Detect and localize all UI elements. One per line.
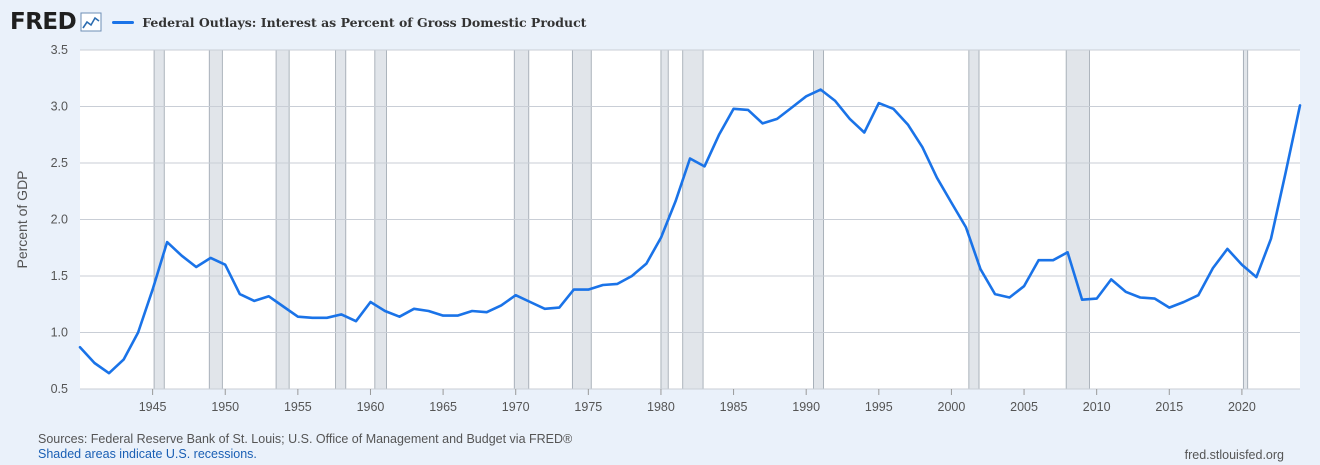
- y-tick-label: 1.0: [51, 326, 68, 340]
- y-tick-label: 2.0: [51, 213, 68, 227]
- y-tick-label: 0.5: [51, 382, 68, 396]
- x-tick-label: 1975: [574, 400, 602, 414]
- y-tick-label: 3.5: [51, 43, 68, 57]
- chart-header: FRED Federal Outlays: Interest as Percen…: [10, 6, 586, 38]
- x-tick-label: 2000: [938, 400, 966, 414]
- x-tick-label: 1980: [647, 400, 675, 414]
- x-tick-label: 1950: [211, 400, 239, 414]
- x-tick-label: 1990: [792, 400, 820, 414]
- legend: Federal Outlays: Interest as Percent of …: [112, 15, 586, 30]
- y-tick-label: 3.0: [51, 100, 68, 114]
- legend-swatch: [112, 20, 135, 24]
- x-tick-label: 1960: [357, 400, 385, 414]
- fred-logo[interactable]: FRED: [10, 9, 77, 35]
- x-tick-label: 2020: [1228, 400, 1256, 414]
- chart-line-icon: [80, 12, 102, 32]
- series-line: [78, 88, 1302, 375]
- x-tick-label: 1945: [139, 400, 167, 414]
- x-tick-label: 1985: [720, 400, 748, 414]
- site-link[interactable]: fred.stlouisfed.org: [1184, 448, 1284, 462]
- recession-note-link[interactable]: Shaded areas indicate U.S. recessions.: [38, 447, 257, 461]
- x-tick-label: 2010: [1083, 400, 1111, 414]
- x-tick-label: 1965: [429, 400, 457, 414]
- legend-series-label[interactable]: Federal Outlays: Interest as Percent of …: [142, 14, 587, 30]
- x-tick-label: 1970: [502, 400, 530, 414]
- y-tick-label: 2.5: [51, 156, 68, 170]
- x-tick-label: 2015: [1155, 400, 1183, 414]
- y-tick-label: 1.5: [51, 269, 68, 283]
- x-tick-label: 1995: [865, 400, 893, 414]
- x-tick-label: 1955: [284, 400, 312, 414]
- chart-footer: Sources: Federal Reserve Bank of St. Lou…: [38, 432, 572, 462]
- y-axis-label: Percent of GDP: [14, 170, 30, 268]
- x-tick-label: 2005: [1010, 400, 1038, 414]
- sources-text: Sources: Federal Reserve Bank of St. Lou…: [38, 432, 573, 446]
